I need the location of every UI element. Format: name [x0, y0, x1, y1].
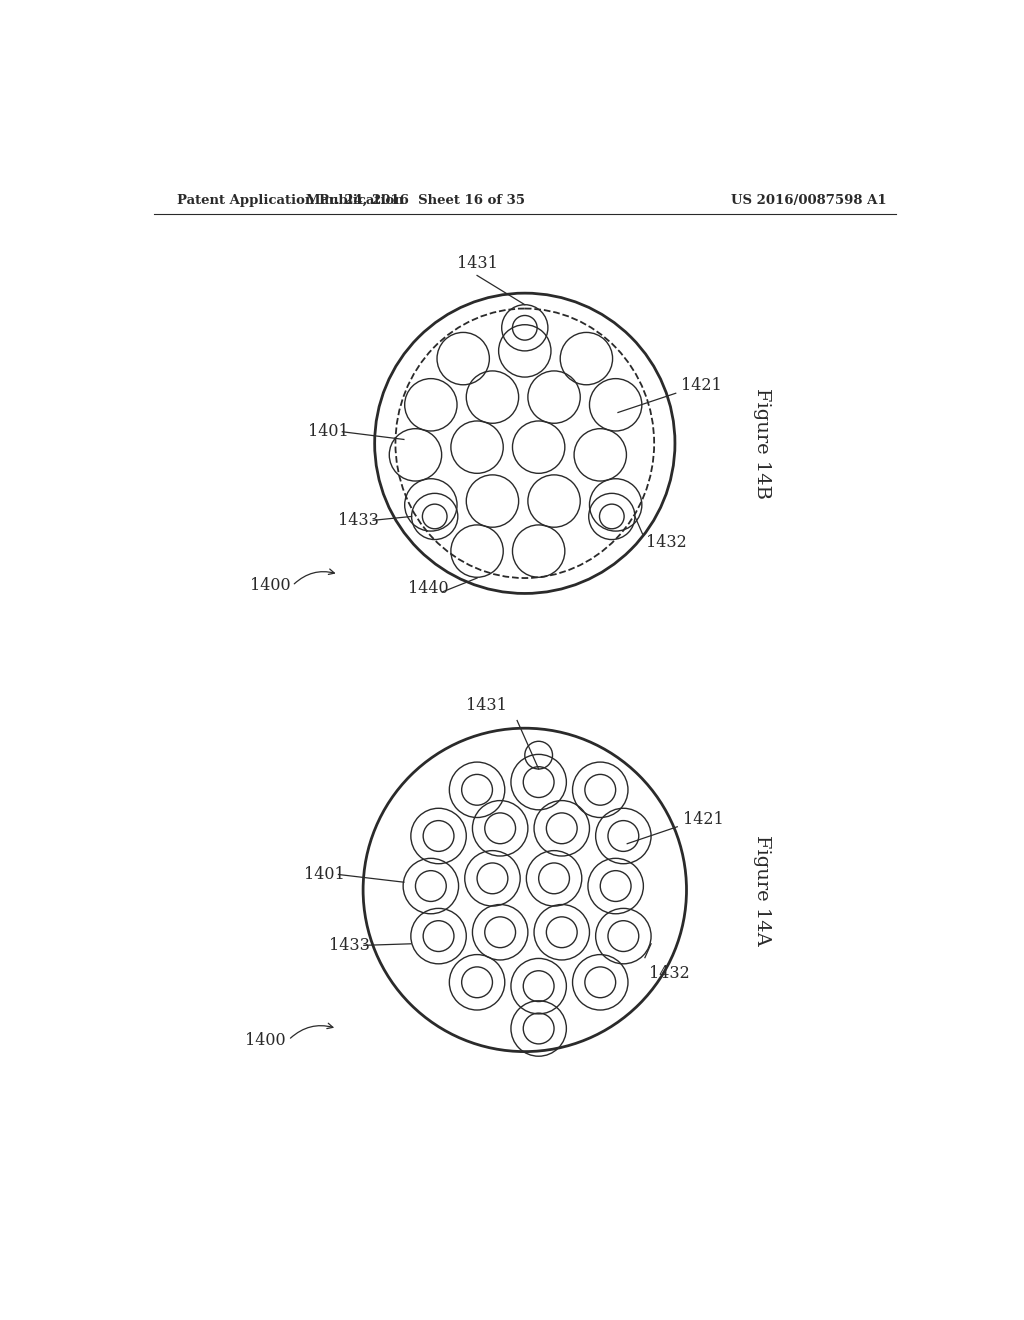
- Text: 1431: 1431: [457, 255, 498, 272]
- Text: 1433: 1433: [330, 937, 370, 954]
- Text: 1431: 1431: [466, 697, 507, 714]
- Text: 1421: 1421: [683, 810, 723, 828]
- Text: 1401: 1401: [307, 424, 348, 441]
- Text: US 2016/0087598 A1: US 2016/0087598 A1: [731, 194, 887, 207]
- Text: 1432: 1432: [649, 965, 689, 982]
- Text: Figure 14B: Figure 14B: [753, 388, 771, 499]
- Text: Patent Application Publication: Patent Application Publication: [177, 194, 403, 207]
- Text: 1440: 1440: [408, 579, 449, 597]
- Text: 1432: 1432: [646, 535, 687, 552]
- Text: Figure 14A: Figure 14A: [753, 834, 771, 945]
- Text: 1400: 1400: [250, 577, 291, 594]
- Text: Mar. 24, 2016  Sheet 16 of 35: Mar. 24, 2016 Sheet 16 of 35: [306, 194, 525, 207]
- Text: 1401: 1401: [304, 866, 344, 883]
- Text: 1400: 1400: [245, 1031, 285, 1048]
- Text: 1433: 1433: [339, 512, 379, 529]
- Text: 1421: 1421: [681, 378, 722, 395]
